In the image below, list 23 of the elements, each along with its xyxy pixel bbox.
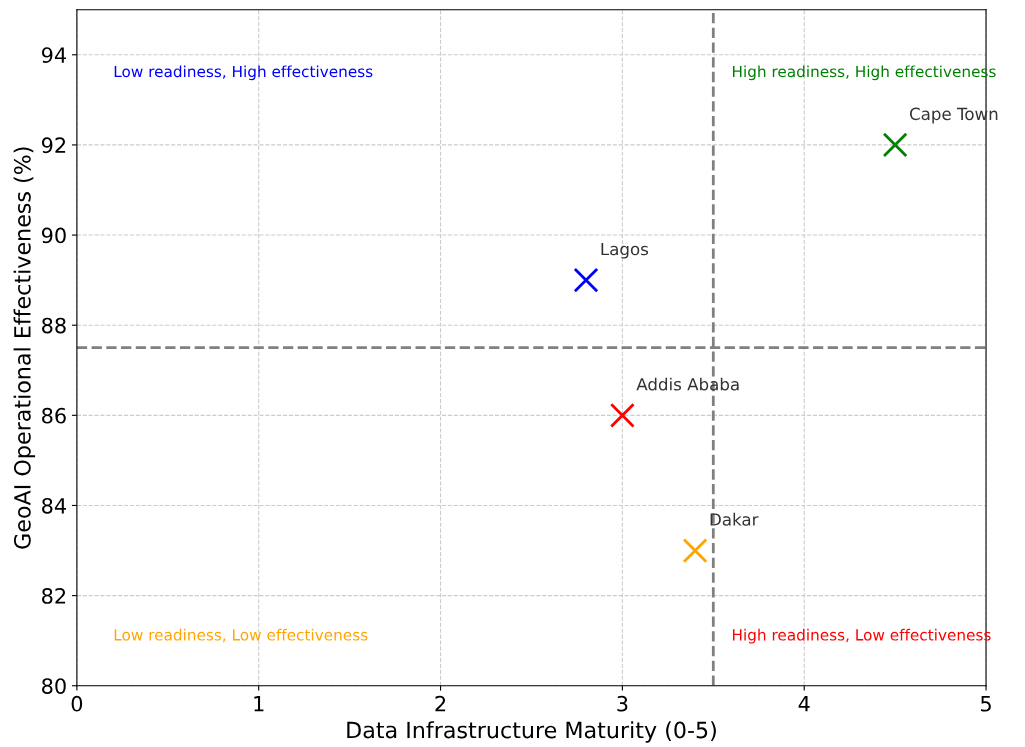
x-tick-label: 4 <box>798 696 810 712</box>
annotation: Low readiness, Low effectiveness <box>114 628 368 643</box>
point <box>882 132 908 158</box>
y-axis-title: GeoAI Operational Effectiveness (%) <box>13 147 36 549</box>
x-tick-label: 1 <box>254 696 264 712</box>
x-tick-label: 0 <box>71 695 83 712</box>
y-tick-label: 94 <box>41 47 66 63</box>
y-tick-label: 92 <box>41 137 66 154</box>
point <box>609 402 635 428</box>
point <box>682 538 708 564</box>
x-tick-label: 2 <box>435 695 446 712</box>
x-tick-label: 3 <box>617 695 628 712</box>
x-tick-label: 5 <box>981 696 991 712</box>
y-tick-label: 88 <box>42 317 66 334</box>
y-tick-label: 84 <box>42 497 66 514</box>
point <box>573 267 599 293</box>
series-label: Lagos <box>601 242 649 259</box>
y-tick-label: 86 <box>42 407 66 424</box>
annotation: Low readiness, High effectiveness <box>114 65 373 81</box>
x-axis-title: Data Infrastructure Maturity (0-5) <box>347 721 716 743</box>
y-tick-label: 82 <box>42 588 66 604</box>
y-tick-label: 90 <box>41 227 66 244</box>
y-tick-label: 80 <box>42 678 66 694</box>
